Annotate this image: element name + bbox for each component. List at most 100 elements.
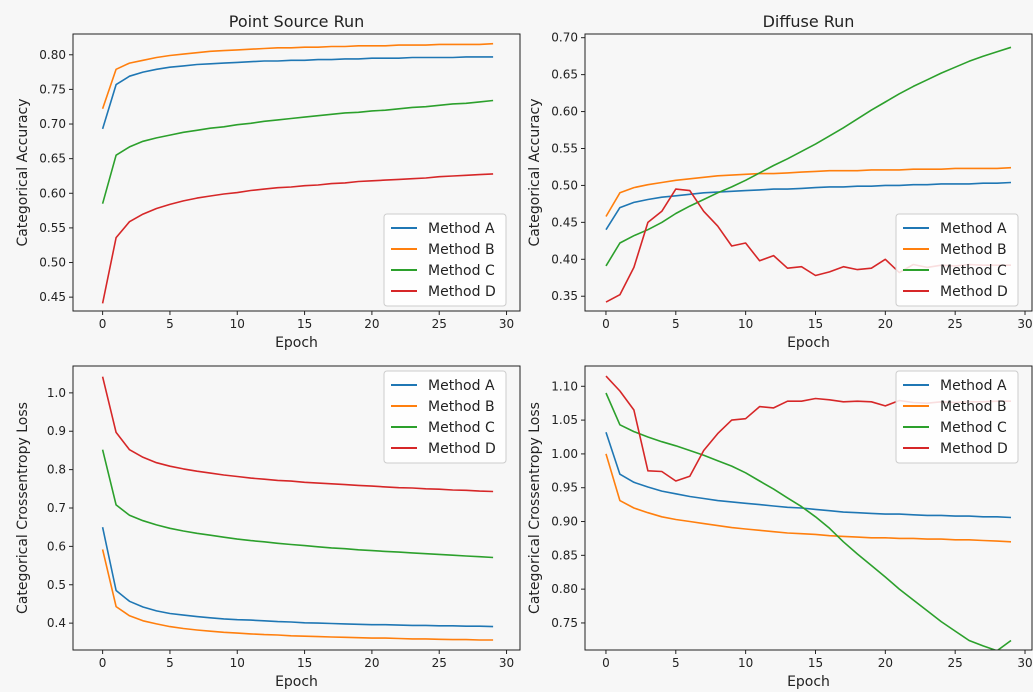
legend: Method A Method B Method C Method D bbox=[895, 213, 1019, 307]
legend-label: Method D bbox=[940, 441, 1008, 457]
x-tick-label: 30 bbox=[499, 317, 514, 331]
x-tick-label: 0 bbox=[99, 317, 107, 331]
series-line-method-c bbox=[605, 392, 1012, 650]
series-line-method-d bbox=[101, 376, 494, 493]
series-line-method-b bbox=[101, 549, 494, 641]
y-tick-label: 0.50 bbox=[551, 178, 578, 192]
y-tick-label: 0.90 bbox=[551, 515, 578, 529]
legend-label: Method A bbox=[428, 378, 495, 394]
x-tick-label: 5 bbox=[672, 656, 680, 670]
series-line-method-c bbox=[605, 46, 1012, 267]
x-tick-label: 10 bbox=[230, 317, 245, 331]
x-tick-label: 5 bbox=[166, 656, 174, 670]
legend-label: Method A bbox=[940, 221, 1007, 237]
x-tick-label: 10 bbox=[230, 656, 245, 670]
y-axis-label: Categorical Crossentropy Loss bbox=[527, 402, 543, 614]
x-axis-label: Epoch bbox=[275, 335, 318, 351]
series-line-method-a bbox=[605, 181, 1012, 231]
legend-label: Method B bbox=[940, 399, 1007, 415]
x-tick-label: 15 bbox=[297, 656, 312, 670]
series-line-method-a bbox=[605, 432, 1012, 519]
x-tick-label: 5 bbox=[672, 317, 680, 331]
legend-label: Method C bbox=[428, 263, 495, 279]
y-tick-label: 0.80 bbox=[551, 582, 578, 596]
y-tick-label: 0.4 bbox=[47, 616, 66, 630]
x-tick-label: 30 bbox=[1017, 317, 1032, 331]
x-tick-label: 10 bbox=[738, 317, 753, 331]
legend-label: Method C bbox=[940, 263, 1007, 279]
y-tick-label: 0.65 bbox=[551, 68, 578, 82]
x-tick-label: 30 bbox=[1017, 656, 1032, 670]
x-tick-label: 20 bbox=[364, 317, 379, 331]
series-line-method-a bbox=[101, 56, 494, 130]
x-tick-label: 20 bbox=[878, 656, 893, 670]
legend-label: Method A bbox=[940, 378, 1007, 394]
chart-title: Point Source Run bbox=[229, 12, 365, 31]
y-tick-label: 0.45 bbox=[551, 215, 578, 229]
y-tick-label: 0.85 bbox=[551, 548, 578, 562]
x-tick-label: 0 bbox=[602, 656, 610, 670]
y-tick-label: 0.70 bbox=[551, 31, 578, 45]
legend-box bbox=[383, 370, 507, 464]
x-tick-label: 0 bbox=[602, 317, 610, 331]
x-tick-label: 25 bbox=[432, 317, 447, 331]
y-axis-label: Categorical Accuracy bbox=[15, 98, 31, 246]
legend-label: Method B bbox=[428, 399, 495, 415]
y-tick-label: 0.95 bbox=[551, 481, 578, 495]
y-tick-label: 1.00 bbox=[551, 447, 578, 461]
axes-frame bbox=[72, 365, 521, 651]
y-tick-label: 0.7 bbox=[47, 501, 66, 515]
legend-label: Method D bbox=[940, 284, 1008, 300]
legend-label: Method B bbox=[428, 242, 495, 258]
series-line-method-b bbox=[605, 453, 1012, 543]
y-tick-label: 0.9 bbox=[47, 424, 66, 438]
x-tick-label: 20 bbox=[878, 317, 893, 331]
y-tick-label: 0.60 bbox=[39, 186, 66, 200]
legend-label: Method C bbox=[428, 420, 495, 436]
series-line-method-c bbox=[101, 449, 494, 559]
y-tick-label: 1.0 bbox=[47, 386, 66, 400]
y-tick-label: 0.75 bbox=[551, 616, 578, 630]
y-tick-label: 0.8 bbox=[47, 463, 66, 477]
y-tick-label: 0.65 bbox=[39, 152, 66, 166]
y-tick-label: 0.5 bbox=[47, 578, 66, 592]
legend-box bbox=[383, 213, 507, 307]
legend-label: Method C bbox=[940, 420, 1007, 436]
x-tick-label: 20 bbox=[364, 656, 379, 670]
series-line-method-d bbox=[101, 173, 494, 304]
x-tick-label: 25 bbox=[948, 317, 963, 331]
y-tick-label: 0.35 bbox=[551, 289, 578, 303]
y-axis-label: Categorical Accuracy bbox=[527, 98, 543, 246]
x-axis-label: Epoch bbox=[787, 335, 830, 351]
legend-box bbox=[895, 213, 1019, 307]
y-tick-label: 0.55 bbox=[551, 141, 578, 155]
diffuse-loss-chart: 0 5 10 15 20 25 30 0.75 0.80 0.85 0.90 0.95 1.00 1.05… bbox=[527, 365, 1033, 690]
x-tick-label: 25 bbox=[948, 656, 963, 670]
y-tick-label: 0.55 bbox=[39, 221, 66, 235]
legend-label: Method B bbox=[940, 242, 1007, 258]
x-tick-label: 25 bbox=[432, 656, 447, 670]
y-tick-label: 0.6 bbox=[47, 539, 66, 553]
diffuse-accuracy-chart: Diffuse Run 0 5 10 15 20 25 30 0.35 0.40 0.45 0.50 0… bbox=[527, 12, 1033, 351]
x-tick-label: 15 bbox=[297, 317, 312, 331]
series-line-method-b bbox=[101, 42, 494, 110]
y-tick-label: 0.40 bbox=[551, 252, 578, 266]
y-tick-label: 0.70 bbox=[39, 117, 66, 131]
x-tick-label: 15 bbox=[808, 656, 823, 670]
x-tick-label: 5 bbox=[166, 317, 174, 331]
x-tick-label: 15 bbox=[808, 317, 823, 331]
series-line-method-c bbox=[101, 99, 494, 204]
legend-label: Method D bbox=[428, 284, 496, 300]
legend-label: Method D bbox=[428, 441, 496, 457]
point-source-accuracy-chart: Point Source Run 0 5 10 15 20 25 30 0.45 0.50 0.55… bbox=[15, 12, 521, 351]
axes-frame bbox=[72, 33, 521, 312]
legend-box bbox=[895, 370, 1019, 464]
y-tick-label: 0.60 bbox=[551, 105, 578, 119]
y-tick-label: 0.50 bbox=[39, 256, 66, 270]
legend: Method A Method B Method C Method D bbox=[895, 370, 1019, 464]
y-tick-label: 1.05 bbox=[551, 413, 578, 427]
x-tick-label: 0 bbox=[99, 656, 107, 670]
axes-frame bbox=[584, 33, 1033, 312]
axes-frame bbox=[584, 365, 1033, 651]
